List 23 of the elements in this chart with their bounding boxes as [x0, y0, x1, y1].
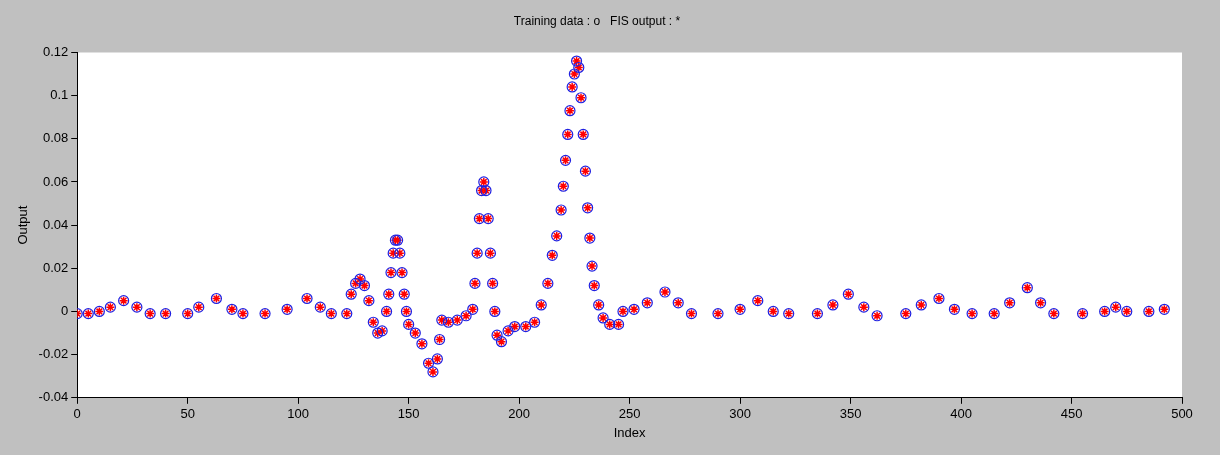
x-tick-label: 200 — [508, 406, 530, 422]
x-tick-label: 500 — [1171, 406, 1193, 422]
x-tick-label: 150 — [397, 406, 420, 422]
y-tick-label: 0.06 — [42, 173, 69, 189]
x-tick-label: 350 — [839, 406, 862, 422]
x-tick-label: 450 — [1060, 406, 1083, 422]
y-tick-label: -0.02 — [38, 346, 69, 362]
x-axis-title: Index — [613, 424, 647, 440]
x-tick-label: 50 — [180, 406, 195, 422]
y-tick-label: 0.12 — [42, 43, 69, 59]
chart-title: Training data : o FIS output : * — [513, 13, 681, 28]
y-tick-label: 0.08 — [42, 130, 69, 146]
x-tick-label: 400 — [950, 406, 972, 422]
y-tick-label: 0 — [61, 303, 69, 319]
x-tick-label: 100 — [287, 406, 310, 422]
y-tick-label: 0.04 — [42, 216, 69, 232]
y-axis-title: Output — [15, 205, 31, 245]
x-tick-label: 300 — [729, 406, 751, 422]
x-tick-label: 250 — [618, 406, 641, 422]
x-tick-label: 0 — [73, 406, 81, 422]
y-tick-label: -0.04 — [38, 389, 69, 405]
y-tick-label: 0.1 — [50, 87, 69, 103]
y-tick-label: 0.02 — [42, 259, 69, 275]
